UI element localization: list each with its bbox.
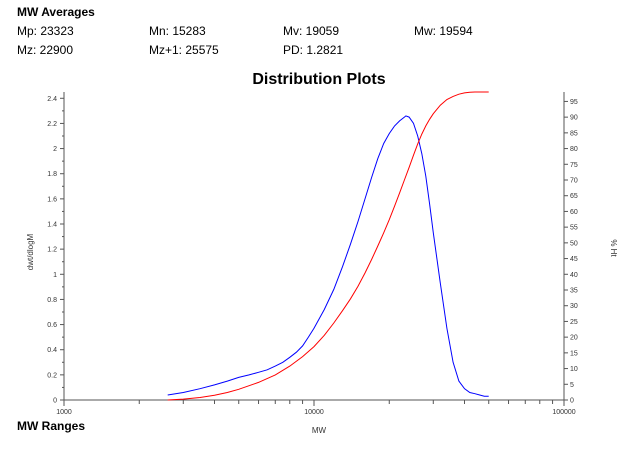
y2-tick-label: 95	[570, 99, 578, 106]
y2-tick-label: 60	[570, 209, 578, 216]
y2-tick-label: 70	[570, 178, 578, 185]
y-tick-label: 0.6	[47, 322, 57, 329]
y2-tick-label: 5	[570, 382, 574, 389]
mw-averages-title: MW Averages	[17, 5, 95, 19]
pd-value: PD: 1.2821	[283, 43, 344, 57]
y-tick-label: 2.4	[47, 96, 57, 103]
y2-tick-label: 75	[570, 162, 578, 169]
y2-tick-label: 80	[570, 146, 578, 153]
y-tick-label: 2	[53, 146, 57, 153]
x-tick-label: 100000	[552, 409, 575, 416]
mw-ranges-title: MW Ranges	[17, 419, 86, 433]
y2-tick-label: 55	[570, 225, 578, 232]
y2-axis-label: % Ht	[609, 239, 618, 257]
y-tick-label: 1.4	[47, 222, 57, 229]
y2-tick-label: 90	[570, 115, 578, 122]
series-line-0	[167, 115, 489, 397]
mz1-value: Mz+1: 25575	[149, 43, 219, 57]
y2-tick-label: 35	[570, 288, 578, 295]
x-tick-label: 1000	[56, 409, 72, 416]
y-tick-label: 0.4	[47, 347, 57, 354]
mz-value: Mz: 22900	[17, 43, 74, 57]
y-axis-label: dwt/dlogM	[26, 233, 35, 270]
y-tick-label: 1.2	[47, 247, 57, 254]
y-tick-label: 2.2	[47, 121, 57, 128]
x-axis-label: MW	[312, 426, 327, 435]
chart-ticks: 0 0.2 0.4 0.6 0.8 1 1.2 1.4 1.6 1.8 2 2.2 2.4 0 5 10 15 2…	[47, 96, 578, 416]
mw-value: Mw: 19594	[414, 24, 473, 38]
mp-value: Mp: 23323	[17, 24, 74, 38]
y-tick-label: 0.2	[47, 372, 57, 379]
y2-tick-label: 10	[570, 366, 578, 373]
y-tick-label: 0.8	[47, 297, 57, 304]
y2-tick-label: 65	[570, 193, 578, 200]
y2-tick-label: 40	[570, 272, 578, 279]
y2-tick-label: 0	[570, 398, 574, 405]
chart-title: Distribution Plots	[252, 71, 385, 88]
mn-value: Mn: 15283	[149, 24, 206, 38]
y-tick-label: 1	[53, 272, 57, 279]
averages-row-2: Mz: 22900 Mz+1: 25575 PD: 1.2821	[0, 43, 629, 59]
y2-tick-label: 20	[570, 335, 578, 342]
y-tick-label: 1.6	[47, 196, 57, 203]
y2-tick-label: 45	[570, 256, 578, 263]
x-tick-label: 10000	[304, 409, 324, 416]
y2-tick-label: 15	[570, 350, 578, 357]
y-tick-label: 0	[53, 398, 57, 405]
chart-series	[167, 91, 489, 401]
y2-tick-label: 50	[570, 240, 578, 247]
y2-tick-label: 30	[570, 303, 578, 310]
y2-tick-label: 25	[570, 319, 578, 326]
series-line-1	[167, 91, 489, 401]
chart-axes	[63, 92, 565, 401]
y-tick-label: 1.8	[47, 171, 57, 178]
y2-tick-label: 85	[570, 130, 578, 137]
averages-row-1: Mp: 23323 Mn: 15283 Mv: 19059 Mw: 19594	[0, 24, 629, 40]
mv-value: Mv: 19059	[283, 24, 340, 38]
